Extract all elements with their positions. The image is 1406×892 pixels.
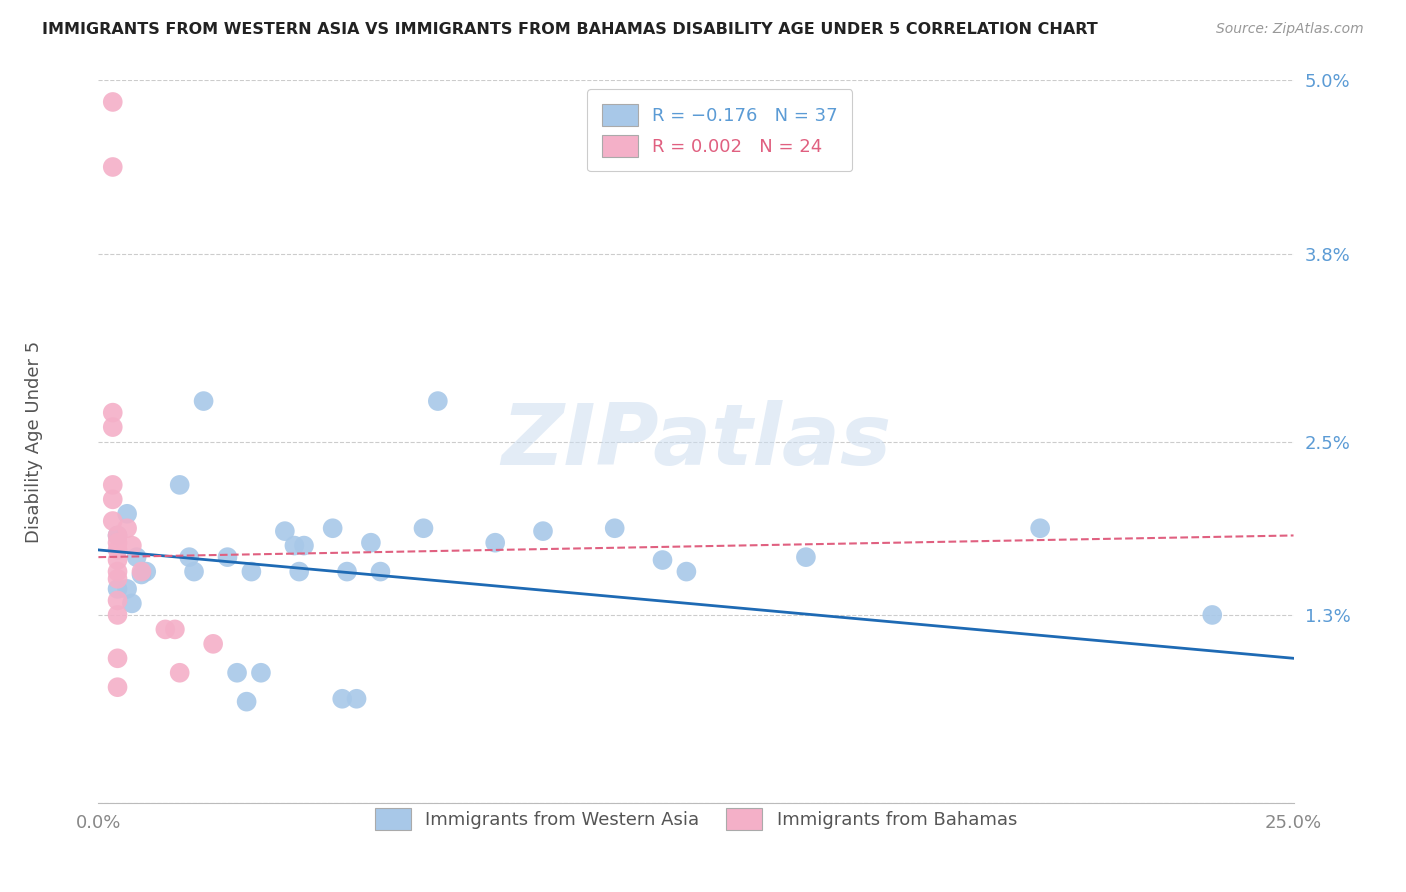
Point xyxy=(107,651,129,665)
Point xyxy=(155,623,177,637)
Point xyxy=(115,582,138,596)
Point xyxy=(651,553,673,567)
Point xyxy=(101,514,124,528)
Text: Source: ZipAtlas.com: Source: ZipAtlas.com xyxy=(1216,22,1364,37)
Point xyxy=(531,524,554,538)
Point xyxy=(426,394,449,409)
Point xyxy=(603,521,626,535)
Point xyxy=(794,550,817,565)
Point xyxy=(169,478,191,492)
Point xyxy=(370,565,392,579)
Point xyxy=(107,542,129,557)
Point xyxy=(336,565,359,579)
Point xyxy=(322,521,344,535)
Point xyxy=(107,528,129,542)
Point xyxy=(412,521,434,535)
Point xyxy=(163,623,186,637)
Point xyxy=(107,553,129,567)
Point xyxy=(183,565,205,579)
Point xyxy=(283,539,305,553)
Point xyxy=(1029,521,1052,535)
Point xyxy=(107,535,129,549)
Point xyxy=(107,582,129,596)
Point xyxy=(360,535,382,549)
Point xyxy=(292,539,315,553)
Point xyxy=(330,691,353,706)
Point xyxy=(101,406,124,420)
Point xyxy=(179,550,201,565)
Point xyxy=(101,492,124,507)
Point xyxy=(135,565,157,579)
Point xyxy=(115,507,138,521)
Point xyxy=(115,521,138,535)
Point xyxy=(484,535,506,549)
Point xyxy=(107,593,129,607)
Point xyxy=(107,572,129,586)
Point xyxy=(169,665,191,680)
Point xyxy=(1201,607,1223,622)
Point xyxy=(107,565,129,579)
Point xyxy=(250,665,273,680)
Point xyxy=(101,160,124,174)
Point xyxy=(217,550,239,565)
Point xyxy=(107,607,129,622)
Point xyxy=(131,565,153,579)
Text: ZIPatlas: ZIPatlas xyxy=(501,400,891,483)
Point xyxy=(125,550,148,565)
Point xyxy=(235,695,257,709)
Point xyxy=(346,691,368,706)
Point xyxy=(226,665,249,680)
Point xyxy=(202,637,225,651)
Point xyxy=(193,394,215,409)
Legend: Immigrants from Western Asia, Immigrants from Bahamas: Immigrants from Western Asia, Immigrants… xyxy=(360,793,1032,845)
Point xyxy=(107,680,129,694)
Point xyxy=(101,95,124,109)
Point xyxy=(288,565,311,579)
Text: IMMIGRANTS FROM WESTERN ASIA VS IMMIGRANTS FROM BAHAMAS DISABILITY AGE UNDER 5 C: IMMIGRANTS FROM WESTERN ASIA VS IMMIGRAN… xyxy=(42,22,1098,37)
Point xyxy=(107,528,129,542)
Point xyxy=(131,567,153,582)
Point xyxy=(675,565,697,579)
Point xyxy=(101,420,124,434)
Point xyxy=(121,596,143,610)
Point xyxy=(121,539,143,553)
Point xyxy=(240,565,263,579)
Point xyxy=(274,524,297,538)
Y-axis label: Disability Age Under 5: Disability Age Under 5 xyxy=(25,341,42,542)
Point xyxy=(101,478,124,492)
